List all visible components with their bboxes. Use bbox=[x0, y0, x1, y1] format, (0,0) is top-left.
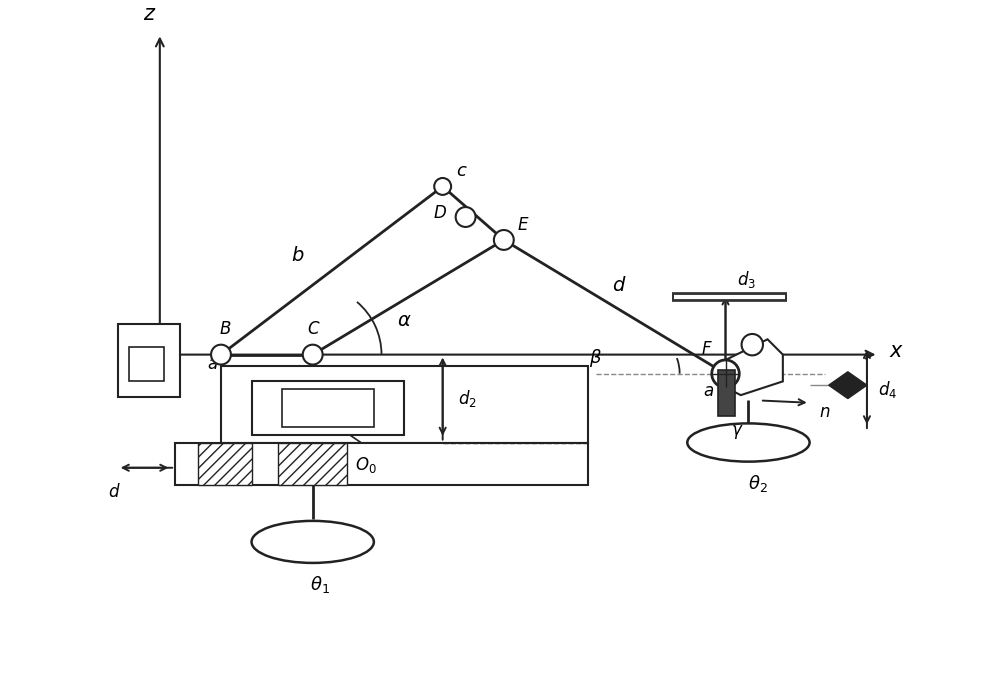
Polygon shape bbox=[726, 340, 783, 395]
Text: a: a bbox=[704, 382, 714, 400]
Text: $d_2$: $d_2$ bbox=[458, 388, 477, 409]
Text: $O_0$: $O_0$ bbox=[355, 456, 376, 475]
Circle shape bbox=[712, 360, 739, 388]
Circle shape bbox=[742, 334, 763, 356]
Bar bbox=[278, 442, 347, 484]
Text: B: B bbox=[219, 320, 230, 338]
Circle shape bbox=[434, 178, 451, 195]
Circle shape bbox=[716, 364, 735, 384]
Text: $d_3$: $d_3$ bbox=[737, 269, 756, 290]
Bar bbox=[129, 347, 164, 382]
Polygon shape bbox=[829, 372, 848, 398]
Bar bbox=[252, 382, 404, 435]
Circle shape bbox=[494, 230, 514, 250]
Circle shape bbox=[303, 344, 323, 365]
Text: z: z bbox=[143, 4, 154, 25]
Text: $d_4$: $d_4$ bbox=[878, 379, 898, 400]
Bar bbox=[198, 442, 252, 484]
Text: o: o bbox=[768, 361, 778, 379]
Text: $\alpha$: $\alpha$ bbox=[397, 311, 412, 330]
Bar bbox=[175, 442, 588, 484]
Bar bbox=[221, 366, 588, 442]
Text: $\gamma$: $\gamma$ bbox=[731, 424, 743, 442]
Text: $d$: $d$ bbox=[108, 483, 120, 501]
Text: n: n bbox=[820, 403, 830, 421]
Text: $\theta_2$: $\theta_2$ bbox=[748, 473, 767, 494]
Text: $\theta_1$: $\theta_1$ bbox=[310, 574, 330, 595]
Circle shape bbox=[211, 344, 231, 365]
Polygon shape bbox=[848, 372, 867, 398]
Text: O: O bbox=[130, 332, 143, 350]
Bar bbox=[718, 370, 735, 416]
Bar bbox=[282, 389, 374, 427]
Text: D: D bbox=[434, 204, 446, 222]
Text: F: F bbox=[702, 340, 711, 358]
Text: d: d bbox=[612, 276, 625, 295]
Text: $\beta$: $\beta$ bbox=[589, 347, 602, 370]
Text: x: x bbox=[890, 341, 902, 360]
Text: a: a bbox=[207, 355, 217, 372]
Text: A: A bbox=[120, 346, 131, 363]
Text: C: C bbox=[307, 320, 319, 338]
Text: c: c bbox=[456, 162, 466, 181]
Text: $z_0$: $z_0$ bbox=[251, 408, 267, 424]
Bar bbox=[118, 324, 180, 397]
Circle shape bbox=[456, 207, 476, 227]
Text: E: E bbox=[518, 216, 528, 234]
Text: b: b bbox=[291, 246, 304, 265]
Text: $y_0$: $y_0$ bbox=[327, 408, 344, 424]
